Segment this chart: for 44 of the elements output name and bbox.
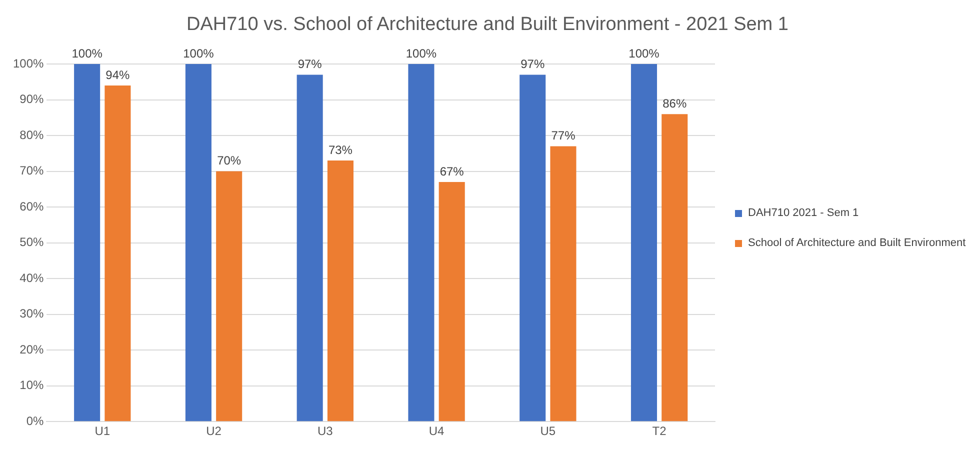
bar (438, 182, 465, 422)
y-tick-label: 70% (20, 164, 44, 178)
bar (216, 171, 242, 422)
y-tick-label: 50% (20, 235, 44, 250)
x-tick-label: U1 (94, 424, 110, 438)
bar (662, 114, 688, 422)
data-label: 67% (440, 164, 464, 178)
y-tick-label: 20% (20, 342, 44, 356)
bar (296, 74, 323, 422)
data-label: 70% (217, 154, 242, 168)
y-tick-label: 90% (20, 92, 44, 106)
bar (74, 64, 100, 422)
data-label: 97% (298, 57, 322, 72)
x-tick-label: U2 (206, 424, 222, 438)
x-tick-label: U3 (317, 424, 334, 438)
legend-label: DAH710 2021 - Sem 1 (748, 207, 859, 219)
bar (408, 64, 434, 422)
bar (520, 74, 546, 422)
legend-label: School of Architecture and Built Environment (748, 237, 966, 249)
data-label: 100% (72, 46, 103, 60)
bar (185, 64, 212, 422)
bar (104, 85, 131, 422)
y-tick-label: 80% (20, 128, 44, 142)
x-tick-label: U4 (428, 424, 445, 438)
x-tick-label: U5 (540, 424, 556, 438)
chart-title: DAH710 vs. School of Architecture and Built Environment - 2021 Sem 1 (186, 14, 790, 36)
y-tick-label: 100% (12, 56, 44, 70)
data-label: 100% (183, 46, 214, 60)
bar (630, 64, 658, 422)
x-tick-label: T2 (652, 424, 667, 438)
y-tick-label: 40% (20, 270, 44, 285)
y-tick-label: 60% (20, 199, 44, 214)
data-label: 73% (328, 142, 353, 157)
data-label: 86% (662, 96, 687, 110)
data-label: 77% (551, 128, 576, 143)
bar (327, 160, 354, 422)
y-tick-label: 0% (26, 414, 44, 428)
y-tick-label: 30% (20, 306, 44, 321)
data-label: 100% (628, 46, 660, 60)
data-label: 100% (406, 46, 437, 60)
data-label: 94% (106, 68, 130, 82)
bar (550, 146, 576, 422)
data-label: 97% (520, 57, 545, 72)
y-tick-label: 10% (20, 378, 44, 392)
